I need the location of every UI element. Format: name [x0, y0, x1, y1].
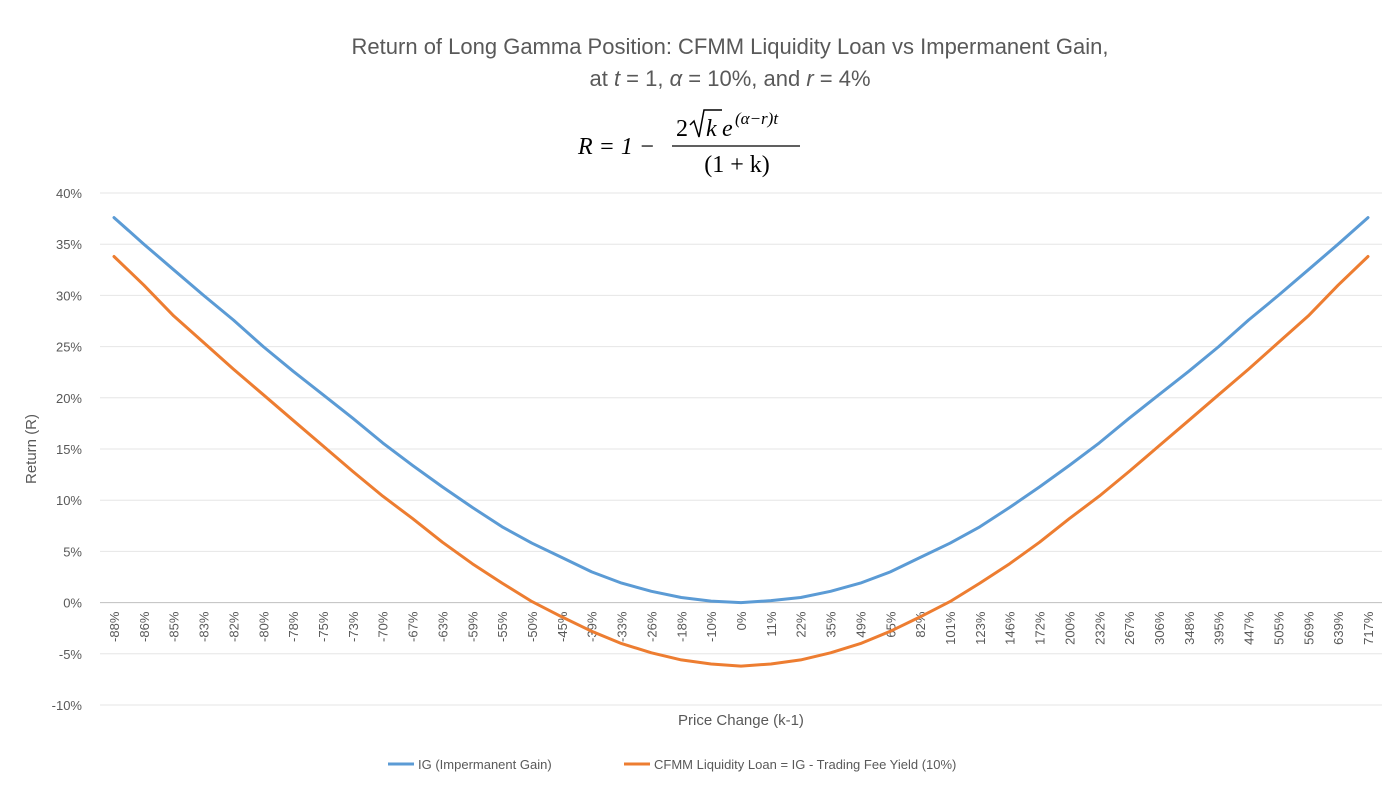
formula-sqrt-sign: [689, 109, 722, 138]
x-tick-label: 11%: [764, 611, 779, 636]
y-tick-label: 20%: [56, 391, 82, 406]
x-tick-label: 49%: [853, 611, 868, 637]
x-tick-label: -39%: [585, 611, 600, 642]
legend-label-1: IG (Impermanent Gain): [418, 757, 552, 772]
x-tick-label: 306%: [1152, 611, 1167, 645]
x-tick-label: 123%: [973, 611, 988, 645]
x-tick-label: 267%: [1122, 611, 1137, 645]
x-tick-label: -78%: [286, 611, 301, 642]
x-tick-label: 395%: [1212, 611, 1227, 645]
x-tick-label: -26%: [644, 611, 659, 642]
x-tick-label: -88%: [107, 611, 122, 642]
x-tick-label: -73%: [346, 611, 361, 642]
series-line-1: [112, 216, 1370, 605]
y-tick-label: 5%: [63, 544, 82, 559]
x-axis-title: Price Change (k-1): [678, 712, 804, 729]
x-tick-label: 639%: [1331, 611, 1346, 645]
y-tick-label: -10%: [52, 698, 83, 713]
x-tick-label: -18%: [674, 611, 689, 642]
y-axis-ticks: 40% 35% 30% 25% 20% 15% 10% 5% 0% -5% -10%: [52, 186, 83, 713]
chart-title-line-2: at t = 1, α = 10%, and r = 4%: [589, 66, 870, 91]
x-tick-label: -63%: [435, 611, 450, 642]
legend-label-2: CFMM Liquidity Loan = IG - Trading Fee Y…: [654, 757, 956, 772]
y-tick-label: 25%: [56, 340, 82, 355]
x-tick-label: 447%: [1242, 611, 1257, 645]
y-tick-label: 35%: [56, 237, 82, 252]
x-tick-label: -10%: [704, 611, 719, 642]
x-tick-label: -80%: [256, 611, 271, 642]
x-axis-ticks: -88% -86% -85% -83% -82% -80% -78% -75% -73% -70%…: [107, 611, 1376, 645]
x-tick-label: 22%: [794, 611, 809, 637]
x-tick-label: 65%: [883, 611, 898, 637]
y-tick-label: 30%: [56, 288, 82, 303]
chart-title-line-1: Return of Long Gamma Position: CFMM Liqu…: [352, 34, 1109, 59]
x-tick-label: 35%: [824, 611, 839, 637]
title-part: = 1,: [620, 66, 670, 91]
x-tick-label: 200%: [1062, 611, 1077, 645]
x-tick-label: -86%: [137, 611, 152, 642]
series-line-2: [112, 255, 1370, 668]
formula-denominator: (1 + k): [704, 152, 770, 178]
x-tick-label: 569%: [1301, 611, 1316, 645]
x-tick-label: 348%: [1182, 611, 1197, 645]
title-part: = 4%: [814, 66, 871, 91]
x-tick-label: -70%: [376, 611, 391, 642]
formula-coefficient: 2: [676, 116, 688, 142]
formula-exp-base: e: [722, 116, 733, 142]
x-tick-label: 146%: [1003, 611, 1018, 645]
x-tick-label: 0%: [734, 611, 749, 630]
chart-title: Return of Long Gamma Position: CFMM Liqu…: [352, 34, 1109, 91]
x-tick-label: -75%: [316, 611, 331, 642]
y-tick-label: 40%: [56, 186, 82, 201]
y-tick-label: -5%: [59, 647, 83, 662]
x-tick-label: 172%: [1033, 611, 1048, 645]
x-tick-label: 101%: [943, 611, 958, 645]
title-part: r: [806, 66, 815, 91]
formula-radicand: k: [706, 116, 717, 142]
x-tick-label: -83%: [197, 611, 212, 642]
return-formula: R = 1 − 2 k e (α−r)t (1 + k): [577, 109, 800, 178]
title-part: α: [670, 66, 684, 91]
formula-exponent: (α−r)t: [735, 109, 779, 128]
x-tick-label: 232%: [1092, 611, 1107, 645]
y-tick-label: 10%: [56, 493, 82, 508]
y-tick-label: 0%: [63, 596, 82, 611]
y-axis-title: Return (R): [23, 414, 40, 484]
x-tick-label: -55%: [495, 611, 510, 642]
x-tick-label: -33%: [615, 611, 630, 642]
x-tick-label: -67%: [406, 611, 421, 642]
title-part: t: [614, 66, 621, 91]
series-lines: [112, 216, 1370, 668]
x-tick-label: -50%: [525, 611, 540, 642]
y-tick-label: 15%: [56, 442, 82, 457]
formula-lhs: R = 1 −: [577, 134, 655, 160]
title-part: = 10%, and: [682, 66, 806, 91]
title-part: at: [589, 66, 613, 91]
x-tick-label: 717%: [1361, 611, 1376, 645]
x-tick-label: -85%: [167, 611, 182, 642]
x-tick-label: 505%: [1271, 611, 1286, 645]
x-tick-label: -82%: [226, 611, 241, 642]
x-tick-label: -59%: [465, 611, 480, 642]
legend: IG (Impermanent Gain) CFMM Liquidity Loan…: [388, 757, 956, 772]
